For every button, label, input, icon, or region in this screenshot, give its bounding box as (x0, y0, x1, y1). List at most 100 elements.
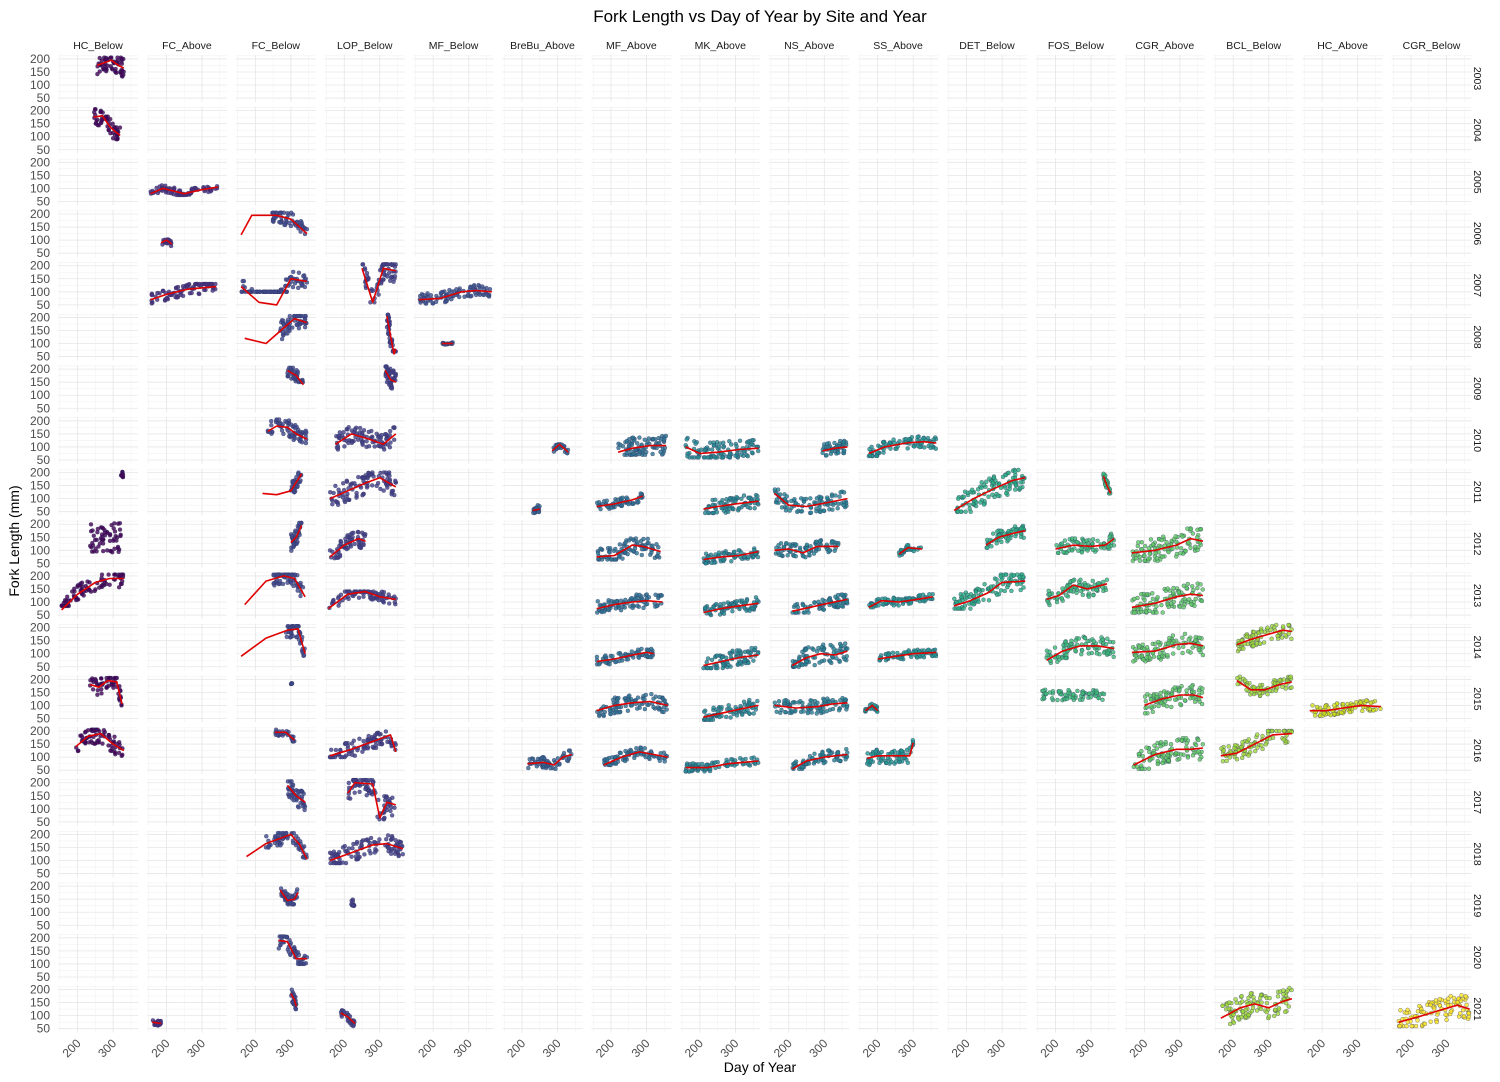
panel-grid (1391, 313, 1472, 361)
panel-grid (1391, 365, 1472, 413)
panel-grid (591, 830, 672, 878)
panel-grid (769, 933, 850, 981)
panel-grid (1302, 261, 1383, 309)
panel-grid (58, 468, 138, 516)
panel-grid (413, 933, 494, 981)
panel-grid (146, 623, 227, 671)
data-point (89, 545, 94, 550)
panel-grid (58, 985, 138, 1033)
data-point (112, 734, 117, 739)
data-point (298, 229, 303, 234)
data-point (107, 582, 112, 587)
data-point (118, 70, 124, 76)
data-point (107, 532, 113, 537)
data-point (115, 55, 120, 60)
data-point (78, 733, 83, 738)
data-point (114, 125, 119, 130)
data-point (119, 61, 125, 66)
panel-grid (947, 210, 1027, 258)
panel-grid (413, 106, 494, 154)
panel-grid (947, 106, 1027, 154)
data-point (115, 546, 121, 551)
panel-grid (146, 675, 227, 723)
panel-grid (1035, 985, 1116, 1033)
data-point (285, 211, 290, 216)
panel-grid (146, 468, 227, 516)
panel-grid (680, 778, 761, 826)
panel-grid (769, 106, 850, 154)
data-point (90, 540, 95, 546)
panel-grid (235, 313, 316, 361)
panel-grid (947, 261, 1027, 309)
panel-grid (502, 468, 583, 516)
panel-grid (1035, 778, 1116, 826)
panel-grid (591, 313, 672, 361)
panel-grid (858, 55, 939, 102)
panel-grid (680, 365, 761, 413)
panel-grid (502, 985, 583, 1033)
panel-grid (1035, 416, 1116, 464)
panel-grid (502, 55, 583, 102)
panels-layer (58, 55, 1472, 1033)
panel-grid (1035, 106, 1116, 154)
data-point (83, 740, 88, 745)
panel-grid (947, 882, 1027, 930)
panel-grid (413, 416, 494, 464)
data-point (174, 295, 179, 300)
panel-grid (58, 210, 138, 258)
panel-grid (769, 313, 850, 361)
panel-grid (1391, 520, 1472, 568)
panel-grid (58, 313, 138, 361)
panel-grid (591, 106, 672, 154)
data-point (99, 118, 105, 123)
panel-grid (947, 727, 1027, 775)
panel-grid (413, 572, 494, 619)
panel-grid (235, 933, 316, 981)
panel-grid (947, 623, 1027, 671)
panel-grid (502, 313, 583, 361)
panel-grid (58, 623, 138, 671)
data-point (92, 728, 98, 734)
smooth-line (89, 679, 123, 705)
panel-grid (1391, 830, 1472, 878)
panel-grid (1035, 210, 1116, 258)
panel-grid (591, 55, 672, 102)
data-point (93, 741, 98, 746)
data-point (92, 537, 98, 543)
smooth-line (75, 732, 125, 752)
data-point (154, 185, 159, 191)
panel-grid (1302, 727, 1383, 775)
data-point (108, 548, 114, 554)
data-point (117, 574, 122, 579)
panel-series (59, 572, 126, 611)
data-point (109, 522, 114, 528)
panel-grid (235, 985, 316, 1033)
panel-grid (1302, 55, 1383, 102)
panel-grid (235, 727, 316, 775)
data-point (210, 288, 215, 293)
data-point (116, 585, 122, 590)
panel-grid (146, 830, 227, 878)
panel-grid (1213, 416, 1294, 464)
data-point (99, 532, 105, 537)
panel-grid (858, 882, 939, 930)
data-point (117, 740, 122, 745)
panel-grid (1391, 572, 1472, 619)
panel-grid (146, 365, 227, 413)
smooth-line (150, 285, 217, 301)
data-point (155, 1023, 161, 1028)
panel-series (118, 469, 126, 480)
panel-grid (502, 675, 583, 723)
data-point (117, 527, 123, 532)
data-point (93, 587, 98, 592)
panel-grid (1213, 778, 1294, 826)
data-point (102, 57, 108, 62)
panel-grid (1124, 416, 1205, 464)
panel-grid (324, 210, 405, 258)
panel-grid (413, 985, 494, 1033)
panel-grid (1213, 313, 1294, 361)
data-point (94, 119, 99, 124)
panel-grid (1124, 106, 1205, 154)
panel-grid (1302, 520, 1383, 568)
data-point (173, 285, 179, 291)
